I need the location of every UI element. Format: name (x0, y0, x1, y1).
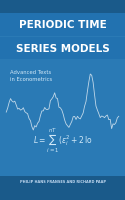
FancyBboxPatch shape (0, 187, 125, 200)
FancyBboxPatch shape (0, 0, 125, 13)
Text: PHILIP HANS FRANSES AND RICHARD PAAP: PHILIP HANS FRANSES AND RICHARD PAAP (20, 180, 106, 184)
FancyBboxPatch shape (0, 36, 125, 37)
FancyBboxPatch shape (0, 13, 125, 36)
Text: $L = \sum_{i=1}^{nT}(\varepsilon_i^2 + 2\,\mathrm{lo}$: $L = \sum_{i=1}^{nT}(\varepsilon_i^2 + 2… (32, 127, 92, 155)
Text: PERIODIC TIME: PERIODIC TIME (19, 20, 106, 30)
Text: Advanced Texts
in Econometrics: Advanced Texts in Econometrics (10, 70, 52, 82)
FancyBboxPatch shape (0, 176, 125, 187)
FancyBboxPatch shape (0, 36, 125, 59)
FancyBboxPatch shape (0, 59, 125, 60)
Text: SERIES MODELS: SERIES MODELS (16, 44, 109, 54)
